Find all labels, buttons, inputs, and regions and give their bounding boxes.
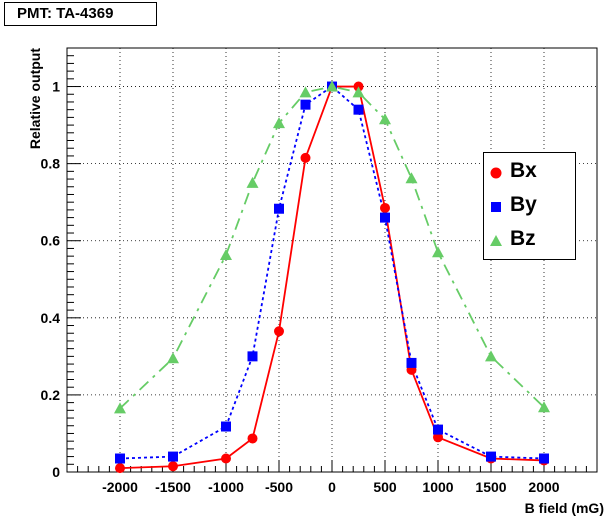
data-point-bz — [326, 80, 338, 92]
data-point-bx — [221, 453, 231, 464]
legend-label-bz: Bz — [510, 227, 536, 250]
data-point-bz — [405, 172, 418, 184]
y-tick-label: 0.8 — [41, 156, 61, 172]
data-point-bx — [168, 461, 178, 472]
data-point-bx — [115, 463, 125, 474]
legend-item-bz: Bz — [484, 225, 577, 255]
x-tick-label: -500 — [265, 479, 293, 495]
data-point-by — [406, 357, 417, 368]
data-point-bx — [380, 202, 390, 213]
y-tick-label: 0.2 — [41, 387, 61, 403]
x-tick-label: 1500 — [475, 479, 506, 495]
square-marker-icon — [491, 202, 501, 212]
data-point-by — [115, 453, 125, 464]
data-point-bx — [433, 432, 443, 443]
x-tick-label: 500 — [373, 479, 397, 495]
y-tick-label: 0 — [52, 464, 60, 480]
data-point-bz — [299, 86, 312, 98]
x-tick-label: -1500 — [155, 479, 191, 495]
data-point-by — [433, 424, 443, 435]
x-tick-label: 2000 — [528, 479, 559, 495]
triangle-marker-icon — [490, 235, 502, 246]
legend-label-bx: Bx — [510, 159, 537, 182]
chart-title: PMT: TA-4369 — [4, 2, 157, 26]
data-point-bz — [167, 352, 179, 364]
data-point-by — [486, 451, 496, 462]
legend-item-bx: Bx — [484, 157, 577, 187]
data-point-by — [247, 351, 258, 362]
data-point-bz — [432, 246, 444, 258]
data-point-bx — [274, 326, 284, 337]
data-point-bz — [220, 248, 232, 260]
data-point-bz — [246, 176, 259, 188]
data-point-bx — [247, 433, 258, 444]
data-point-by — [221, 421, 231, 432]
data-point-by — [168, 451, 178, 462]
data-point-by — [300, 99, 311, 110]
data-point-bz — [379, 113, 391, 125]
data-point-bz — [485, 350, 497, 362]
data-point-bz — [538, 401, 550, 413]
y-tick-label: 1 — [52, 79, 60, 95]
legend-label-by: By — [510, 193, 537, 216]
circle-marker-icon — [490, 167, 502, 179]
data-point-by — [539, 453, 549, 464]
x-tick-label: 0 — [328, 479, 336, 495]
y-tick-label: 0.4 — [41, 310, 61, 326]
data-point-by — [380, 212, 390, 223]
x-tick-label: -1000 — [208, 479, 244, 495]
y-axis-title: Relative output — [27, 48, 43, 149]
data-point-bx — [300, 152, 311, 163]
x-axis-title: B field (mG) — [525, 500, 604, 516]
data-point-by — [274, 203, 284, 214]
legend: Bx By Bz — [483, 152, 576, 260]
data-point-bz — [273, 117, 285, 129]
legend-item-by: By — [484, 191, 577, 221]
data-point-bz — [114, 402, 126, 414]
y-tick-label: 0.6 — [41, 233, 61, 249]
data-point-bz — [352, 86, 365, 98]
x-tick-label: -2000 — [102, 479, 138, 495]
chart-title-text: PMT: TA-4369 — [17, 5, 114, 22]
x-tick-label: 1000 — [422, 479, 453, 495]
data-point-by — [353, 104, 364, 115]
